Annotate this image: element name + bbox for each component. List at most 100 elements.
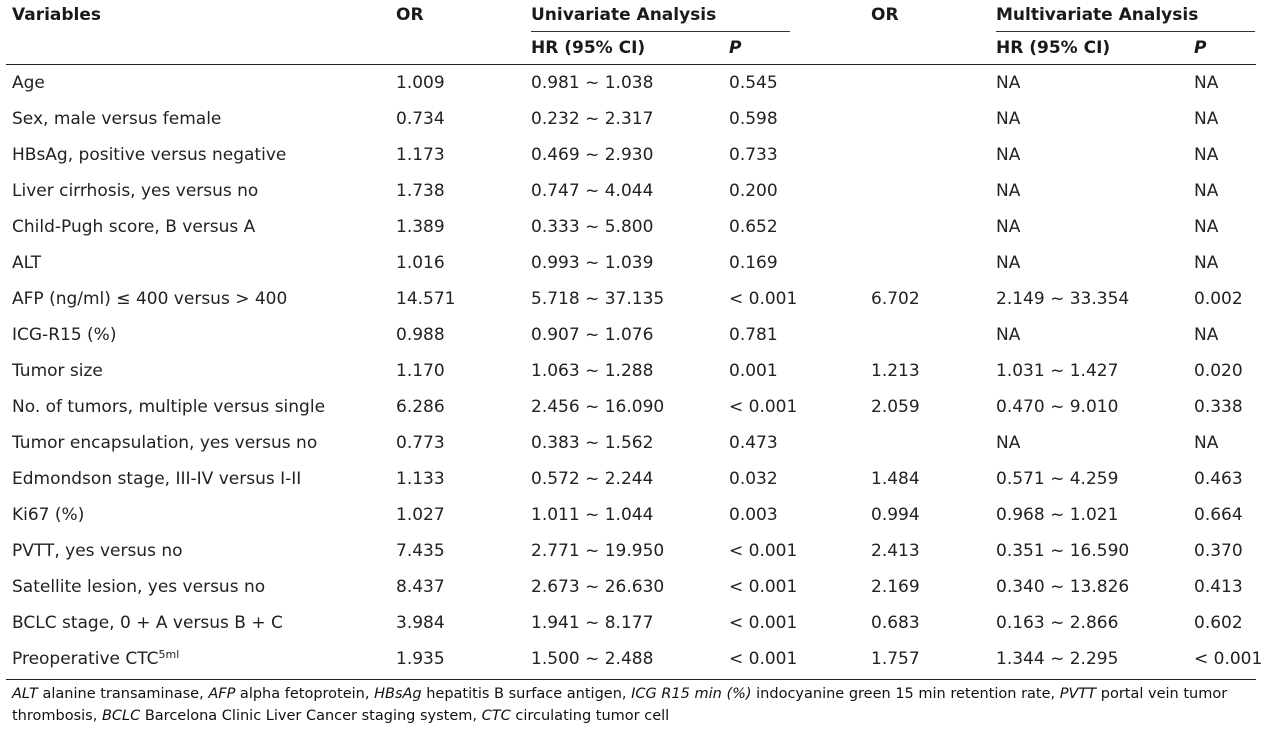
cell-p-univariate: 0.652	[729, 217, 778, 237]
cell-hr-univariate: 2.456 ~ 16.090	[531, 397, 665, 417]
cell-or-univariate: 6.286	[396, 397, 445, 417]
cell-hr-multivariate: 0.571 ~ 4.259	[996, 469, 1119, 489]
cell-p-multivariate: 0.338	[1194, 397, 1243, 417]
cell-hr-multivariate: 0.163 ~ 2.866	[996, 613, 1119, 633]
footnote-abbr: PVTT	[1059, 686, 1097, 702]
table-row: BCLC stage, 0 + A versus B + C 3.984 1.9…	[0, 605, 1267, 641]
cell-p-univariate: 0.200	[729, 181, 778, 201]
table-row: ICG-R15 (%) 0.988 0.907 ~ 1.076 0.781 NA…	[0, 317, 1267, 353]
cell-variable: PVTT, yes versus no	[12, 541, 183, 561]
cell-hr-univariate: 0.993 ~ 1.039	[531, 253, 654, 273]
cell-variable-superscript: 5ml	[158, 648, 180, 661]
cell-hr-multivariate: NA	[996, 145, 1021, 165]
footnote-abbr: CTC	[481, 708, 511, 724]
cell-p-multivariate: NA	[1194, 325, 1219, 345]
cell-variable: BCLC stage, 0 + A versus B + C	[12, 613, 283, 633]
cell-variable: Child-Pugh score, B versus A	[12, 217, 256, 237]
cell-p-multivariate: < 0.001	[1194, 649, 1263, 669]
header-or-univariate: OR	[396, 5, 424, 25]
cell-p-univariate: 0.781	[729, 325, 778, 345]
cell-p-multivariate: 0.002	[1194, 289, 1243, 309]
cell-or-multivariate: 1.757	[871, 649, 920, 669]
header-p-univariate: P	[729, 38, 742, 58]
cell-or-univariate: 1.133	[396, 469, 445, 489]
cell-hr-multivariate: 0.340 ~ 13.826	[996, 577, 1130, 597]
cell-p-univariate: 0.001	[729, 361, 778, 381]
table-row: Ki67 (%) 1.027 1.011 ~ 1.044 0.003 0.994…	[0, 497, 1267, 533]
cell-hr-univariate: 2.771 ~ 19.950	[531, 541, 665, 561]
cell-hr-univariate: 1.063 ~ 1.288	[531, 361, 654, 381]
cell-p-univariate: < 0.001	[729, 577, 798, 597]
cell-variable: Liver cirrhosis, yes versus no	[12, 181, 259, 201]
cell-p-univariate: 0.473	[729, 433, 778, 453]
cell-hr-multivariate: NA	[996, 217, 1021, 237]
cell-p-multivariate: NA	[1194, 433, 1219, 453]
footnote-text: hepatitis B surface antigen,	[421, 686, 632, 702]
cell-p-multivariate: NA	[1194, 181, 1219, 201]
cell-variable: Ki67 (%)	[12, 505, 85, 525]
footnote-abbr: ICG R15 min (%)	[631, 686, 752, 702]
footnote-text: indocyanine green 15 min retention rate,	[751, 686, 1060, 702]
header-hr-multivariate: HR (95% CI)	[996, 38, 1111, 58]
cell-hr-univariate: 0.232 ~ 2.317	[531, 109, 654, 129]
table-row: Liver cirrhosis, yes versus no 1.738 0.7…	[0, 173, 1267, 209]
header-univariate-analysis: Univariate Analysis	[531, 5, 717, 25]
cell-hr-multivariate: NA	[996, 73, 1021, 93]
header-or-multivariate: OR	[871, 5, 899, 25]
cell-p-univariate: 0.003	[729, 505, 778, 525]
cell-variable: Preoperative CTC5ml	[12, 641, 179, 677]
header-hr-univariate: HR (95% CI)	[531, 38, 646, 58]
univariate-group-rule	[531, 31, 790, 32]
cell-or-univariate: 0.773	[396, 433, 445, 453]
cell-or-univariate: 7.435	[396, 541, 445, 561]
cell-or-univariate: 1.389	[396, 217, 445, 237]
footnote-text: portal vein tumor thrombosis,	[12, 686, 1228, 724]
cell-or-univariate: 1.738	[396, 181, 445, 201]
multivariate-group-rule	[996, 31, 1255, 32]
cell-hr-multivariate: 2.149 ~ 33.354	[996, 289, 1130, 309]
cell-or-multivariate: 2.413	[871, 541, 920, 561]
cell-or-univariate: 1.173	[396, 145, 445, 165]
cell-p-multivariate: 0.602	[1194, 613, 1243, 633]
header-variables: Variables	[12, 5, 102, 25]
table-bottom-rule	[6, 679, 1256, 680]
cell-variable: No. of tumors, multiple versus single	[12, 397, 326, 417]
cell-p-univariate: 0.032	[729, 469, 778, 489]
header-bottom-rule	[6, 64, 1256, 65]
table-row: Sex, male versus female 0.734 0.232 ~ 2.…	[0, 101, 1267, 137]
cell-p-multivariate: NA	[1194, 73, 1219, 93]
cell-variable: Tumor encapsulation, yes versus no	[12, 433, 318, 453]
table-row: Preoperative CTC5ml 1.935 1.500 ~ 2.488 …	[0, 641, 1267, 677]
cell-or-multivariate: 1.484	[871, 469, 920, 489]
cell-variable: Tumor size	[12, 361, 103, 381]
cell-or-univariate: 3.984	[396, 613, 445, 633]
cell-variable: Age	[12, 73, 45, 93]
cell-or-multivariate: 0.994	[871, 505, 920, 525]
table-row: Tumor encapsulation, yes versus no 0.773…	[0, 425, 1267, 461]
cell-variable: Edmondson stage, III-IV versus I-II	[12, 469, 302, 489]
cell-p-univariate: < 0.001	[729, 613, 798, 633]
table-row: Age 1.009 0.981 ~ 1.038 0.545 NA NA	[0, 65, 1267, 101]
cell-or-multivariate: 2.059	[871, 397, 920, 417]
header-p-multivariate: P	[1194, 38, 1207, 58]
cell-hr-univariate: 1.011 ~ 1.044	[531, 505, 654, 525]
cell-or-multivariate: 6.702	[871, 289, 920, 309]
cell-p-univariate: 0.733	[729, 145, 778, 165]
cell-or-multivariate: 1.213	[871, 361, 920, 381]
footnote-text: Barcelona Clinic Liver Cancer staging sy…	[140, 708, 482, 724]
table-row: HBsAg, positive versus negative 1.173 0.…	[0, 137, 1267, 173]
cell-hr-multivariate: NA	[996, 433, 1021, 453]
cell-p-multivariate: NA	[1194, 217, 1219, 237]
cell-p-univariate: < 0.001	[729, 649, 798, 669]
cell-p-univariate: 0.169	[729, 253, 778, 273]
header-multivariate-analysis: Multivariate Analysis	[996, 5, 1199, 25]
footnote-abbr: BCLC	[101, 708, 141, 724]
cell-variable: Satellite lesion, yes versus no	[12, 577, 266, 597]
cell-or-univariate: 1.027	[396, 505, 445, 525]
cell-hr-multivariate: 0.470 ~ 9.010	[996, 397, 1119, 417]
cell-variable: ALT	[12, 253, 42, 273]
cell-p-univariate: 0.545	[729, 73, 778, 93]
cell-p-multivariate: NA	[1194, 145, 1219, 165]
cell-or-univariate: 8.437	[396, 577, 445, 597]
cell-p-univariate: < 0.001	[729, 397, 798, 417]
